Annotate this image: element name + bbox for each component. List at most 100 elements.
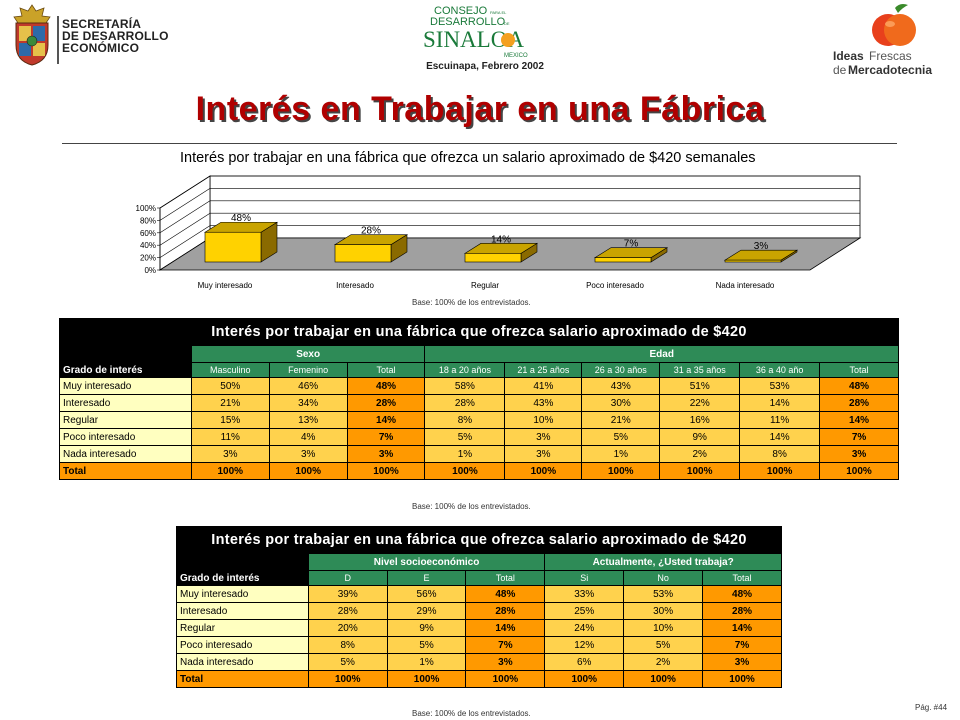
table-cell: 100% [346,462,426,480]
category-label: Interesado [336,281,374,290]
bar-front [334,244,392,263]
table-cell: 10% [623,619,704,637]
table-cell: 100% [659,462,741,480]
table-cell: 7% [819,428,899,446]
consejo-line1-small: PARA EL [490,10,507,15]
table-cell: 3% [465,653,546,671]
gridline [159,175,211,209]
table2-base-note: Base: 100% de los entrevistados. [412,709,531,718]
secretaria-logo-text: SECRETARÍA DE DESARROLLO ECONÓMICO [62,18,169,54]
secretaria-divider [57,16,59,64]
bar [203,221,279,263]
table-row: Interesado 28% 29% 28% 25% 30% 28% [176,602,782,620]
consejo-line2: DESARROLLO [430,16,506,28]
row-label: Total [59,462,192,480]
secretaria-line: SECRETARÍA [62,17,142,31]
chart-title: Interés por trabajar en una fábrica que … [180,150,756,166]
table-cell: 100% [307,670,388,688]
consejo-line4: MEXICO [504,53,528,59]
bar-value-label: 7% [624,239,639,250]
column-header: 21 a 25 años [504,362,583,378]
table-cell: 11% [190,428,270,446]
table-cell: 30% [581,394,661,412]
y-tick-label: 100% [136,204,156,213]
table-cell: 100% [504,462,583,480]
table-cell: 8% [739,445,821,463]
table-cell: 33% [544,585,625,603]
table-cell: 21% [581,411,661,429]
sexo-edad-table: Interés por trabajar en una fábrica que … [59,318,899,480]
consejo-sinaloa-logo: CONSEJO PARA EL DESARROLLO DE SINALOA ME… [423,5,528,59]
back-wall [209,175,861,239]
total-row: Total 100% 100% 100% 100% 100% 100% 100% 100% 100… [59,462,899,480]
bar-value-label: 14% [491,234,511,245]
ideas-frescas-logo: Ideas Frescas de Mercadotecnia [833,4,932,77]
row-label: Nada interesado [176,653,309,671]
table-cell: 46% [268,377,348,395]
table-cell: 3% [190,445,270,463]
column-header: 26 a 30 años [581,362,661,378]
bar [593,247,669,263]
table-cell: 48% [702,585,782,603]
row-label: Interesado [59,394,192,412]
table2-group-trabaja: Actualmente, ¿Usted trabaja? [544,553,782,571]
bar-front [594,257,652,263]
column-header: Total [346,362,426,378]
table-cell: 48% [465,585,546,603]
bar [333,234,409,263]
table-cell: 20% [307,619,388,637]
table-cell: 51% [659,377,741,395]
table-cell: 11% [739,411,821,429]
table-cell: 1% [581,445,661,463]
table-cell: 30% [623,602,704,620]
row-label: Interesado [176,602,309,620]
table-cell: 28% [346,394,426,412]
column-header: D [307,570,388,586]
category-label: Regular [471,281,499,290]
bar-front [724,259,782,263]
table-row: Muy interesado 50% 46% 48% 58% 41% 43% 51% 53% 48… [59,377,899,395]
table-cell: 5% [307,653,388,671]
row-label: Poco interesado [176,636,309,654]
sun-icon [501,33,515,47]
table-cell: 3% [268,445,348,463]
table-cell: 12% [544,636,625,654]
category-label: Muy interesado [198,281,253,290]
table-row: Regular 15% 13% 14% 8% 10% 21% 16% 11% 14% [59,411,899,429]
chart-labels: 100% 80% 60% 40% 20% 0% 48% Muy interesado 28% In… [136,204,775,290]
table-cell: 14% [819,411,899,429]
table-cell: 28% [424,394,506,412]
table-cell: 16% [659,411,741,429]
table-cell: 28% [307,602,388,620]
table-cell: 14% [739,394,821,412]
nse-trabajo-table: Interés por trabajar en una fábrica que … [176,526,782,688]
row-label: Total [176,670,309,688]
table-cell: 100% [424,462,506,480]
consejo-line2-small: DE [504,21,510,26]
sinaloa-seal-logo [13,4,51,66]
column-header: 18 a 20 años [424,362,506,378]
table-cell: 100% [190,462,270,480]
table-cell: 48% [819,377,899,395]
table-row: Nada interesado 3% 3% 3% 1% 3% 1% 2% 8% 3% [59,445,899,463]
table-cell: 4% [268,428,348,446]
table-cell: 29% [386,602,467,620]
table-cell: 3% [504,445,583,463]
table-cell: 5% [424,428,506,446]
table-cell: 58% [424,377,506,395]
total-row: Total 100% 100% 100% 100% 100% 100% [176,670,782,688]
table-cell: 7% [702,636,782,654]
table-cell: 56% [386,585,467,603]
column-header: 36 a 40 año [739,362,821,378]
table-cell: 1% [386,653,467,671]
table-cell: 2% [659,445,741,463]
table-cell: 100% [623,670,704,688]
table-cell: 100% [581,462,661,480]
mercadotecnia-word: Mercadotecnia [848,63,932,77]
y-tick-label: 0% [144,266,156,275]
secretaria-line: ECONÓMICO [62,41,140,55]
table-cell: 14% [702,619,782,637]
page-title: Interés en Trabajar en una Fábrica [195,90,765,128]
table-cell: 3% [346,445,426,463]
table-cell: 5% [623,636,704,654]
